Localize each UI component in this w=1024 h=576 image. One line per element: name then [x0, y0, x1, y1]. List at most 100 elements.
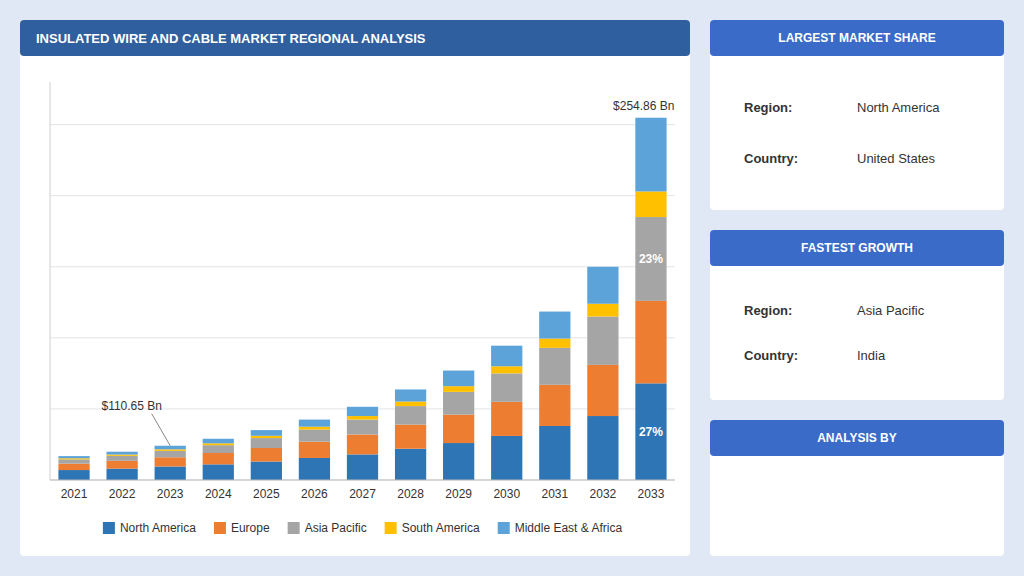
bar-segment	[491, 402, 522, 436]
grid-line	[50, 195, 675, 196]
panel-title: ANALYSIS BY	[817, 431, 897, 445]
x-tick-label: 2029	[445, 487, 472, 501]
panel-header	[710, 20, 1004, 56]
panel-row-label: Region:	[744, 100, 792, 115]
panel-header	[710, 420, 1004, 456]
x-tick-label: 2026	[301, 487, 328, 501]
panel-body	[710, 230, 1004, 400]
bar-segment	[443, 415, 474, 443]
legend-item: Asia Pacific	[288, 521, 367, 535]
bar-segment	[251, 462, 282, 480]
legend-label: Europe	[231, 521, 270, 535]
bar-segment	[299, 420, 330, 427]
legend-label: Asia Pacific	[305, 521, 367, 535]
chart-root: INSULATED WIRE AND CABLE MARKET REGIONAL…	[0, 0, 1024, 576]
panel-title: LARGEST MARKET SHARE	[778, 31, 935, 45]
x-tick-label: 2028	[397, 487, 424, 501]
bar-segment	[539, 339, 570, 348]
panel-row-value: North America	[857, 100, 940, 115]
legend-item: North America	[103, 521, 196, 535]
bar-segment	[635, 118, 666, 192]
bar-segment	[106, 452, 137, 455]
series-group	[58, 383, 666, 480]
bar-segment	[539, 385, 570, 426]
grid	[50, 125, 675, 480]
bar-segment	[251, 448, 282, 462]
x-tick-label: 2027	[349, 487, 376, 501]
bar-segment	[395, 425, 426, 449]
bar-segment	[635, 191, 666, 217]
side-panel: FASTEST GROWTH Region: Asia Pacific Country…	[710, 230, 1004, 400]
segment-label: 23%	[639, 252, 663, 266]
side-panel: LARGEST MARKET SHARE Region: North America…	[710, 20, 1004, 210]
panel-header	[710, 230, 1004, 266]
bar-segment	[155, 466, 186, 480]
annotation-line	[152, 414, 170, 446]
bar-segment	[347, 416, 378, 420]
bar-segment	[395, 449, 426, 480]
bar-segment	[491, 346, 522, 367]
legend-item: Europe	[214, 521, 270, 535]
series-group	[58, 301, 666, 470]
bar-segment	[58, 456, 89, 458]
bar-segment	[155, 449, 186, 451]
panel-body	[710, 420, 1004, 556]
panel-row-label: Country:	[744, 151, 798, 166]
side-panel: ANALYSIS BY	[710, 420, 1004, 556]
legend-swatch	[385, 522, 397, 534]
panel-row-label: Country:	[744, 348, 798, 363]
grid-line	[50, 266, 675, 267]
series-group	[58, 191, 666, 459]
panel-row-value: Asia Pacific	[857, 303, 925, 318]
panel-title: FASTEST GROWTH	[801, 241, 913, 255]
x-tick-label: 2024	[205, 487, 232, 501]
bar-segment	[587, 304, 618, 317]
x-tick-label: 2021	[61, 487, 88, 501]
bar-segment	[155, 457, 186, 466]
legend-swatch	[498, 522, 510, 534]
bar-segment	[203, 453, 234, 464]
y-axis-line	[50, 82, 51, 480]
bar-segment	[203, 443, 234, 445]
series-group	[58, 217, 666, 464]
panel-row-value: United States	[857, 151, 936, 166]
bar-segment	[58, 459, 89, 463]
segment-label: 27%	[639, 425, 663, 439]
bar-segment	[347, 407, 378, 416]
bar-segment	[395, 406, 426, 424]
chart-card	[20, 20, 690, 556]
bar-segment	[155, 446, 186, 450]
bars	[58, 118, 666, 480]
legend-item: South America	[385, 521, 480, 535]
annotation: $110.65 Bn	[101, 399, 162, 413]
grid-line	[50, 480, 675, 481]
bar-segment	[587, 416, 618, 480]
bar-segment	[299, 430, 330, 442]
bar-segment	[587, 365, 618, 416]
bar-segment	[58, 470, 89, 480]
bar-segment	[635, 217, 666, 301]
bar-segment	[155, 451, 186, 457]
legend-label: Middle East & Africa	[515, 521, 623, 535]
annotation: $254.86 Bn	[613, 99, 674, 113]
bar-segment	[58, 464, 89, 470]
bar-segment	[347, 454, 378, 480]
legend-swatch	[288, 522, 300, 534]
x-tick-label: 2031	[541, 487, 568, 501]
bar-segment	[106, 461, 137, 469]
grid-line	[50, 124, 675, 125]
title-bar	[20, 20, 690, 56]
bar-segment	[299, 458, 330, 480]
bar-segment	[635, 301, 666, 383]
panel-row-label: Region:	[744, 303, 792, 318]
bar-segment	[299, 427, 330, 430]
bar-segment	[203, 445, 234, 453]
bar-segment	[491, 373, 522, 401]
bar-segment	[395, 402, 426, 407]
bar-segment	[443, 443, 474, 480]
bar-segment	[347, 435, 378, 455]
bar-segment	[635, 383, 666, 480]
bar-segment	[539, 348, 570, 385]
x-tick-label: 2030	[493, 487, 520, 501]
x-tick-label: 2033	[638, 487, 665, 501]
